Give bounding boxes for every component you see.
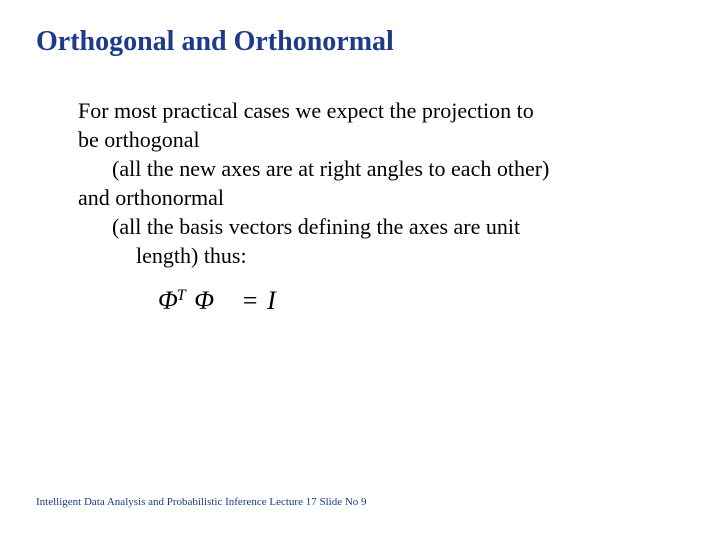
- body-line-1: For most practical cases we expect the p…: [78, 96, 668, 125]
- body-line-3: (all the new axes are at right angles to…: [112, 154, 668, 183]
- equation: ΦT Φ = I: [158, 284, 668, 318]
- slide-title: Orthogonal and Orthonormal: [36, 26, 394, 58]
- body-line-4: and orthonormal: [78, 183, 668, 212]
- body-line-5: (all the basis vectors defining the axes…: [112, 212, 668, 241]
- slide-body: For most practical cases we expect the p…: [78, 96, 668, 319]
- equation-phi-1: Φ: [158, 286, 179, 315]
- equation-superscript-T: T: [177, 287, 187, 304]
- equation-equals: =: [241, 286, 260, 315]
- body-line-6: length) thus:: [136, 241, 668, 270]
- equation-identity: I: [267, 286, 277, 315]
- body-line-2: be orthogonal: [78, 125, 668, 154]
- equation-phi-2: Φ: [194, 286, 215, 315]
- slide-footer: Intelligent Data Analysis and Probabilis…: [36, 496, 367, 508]
